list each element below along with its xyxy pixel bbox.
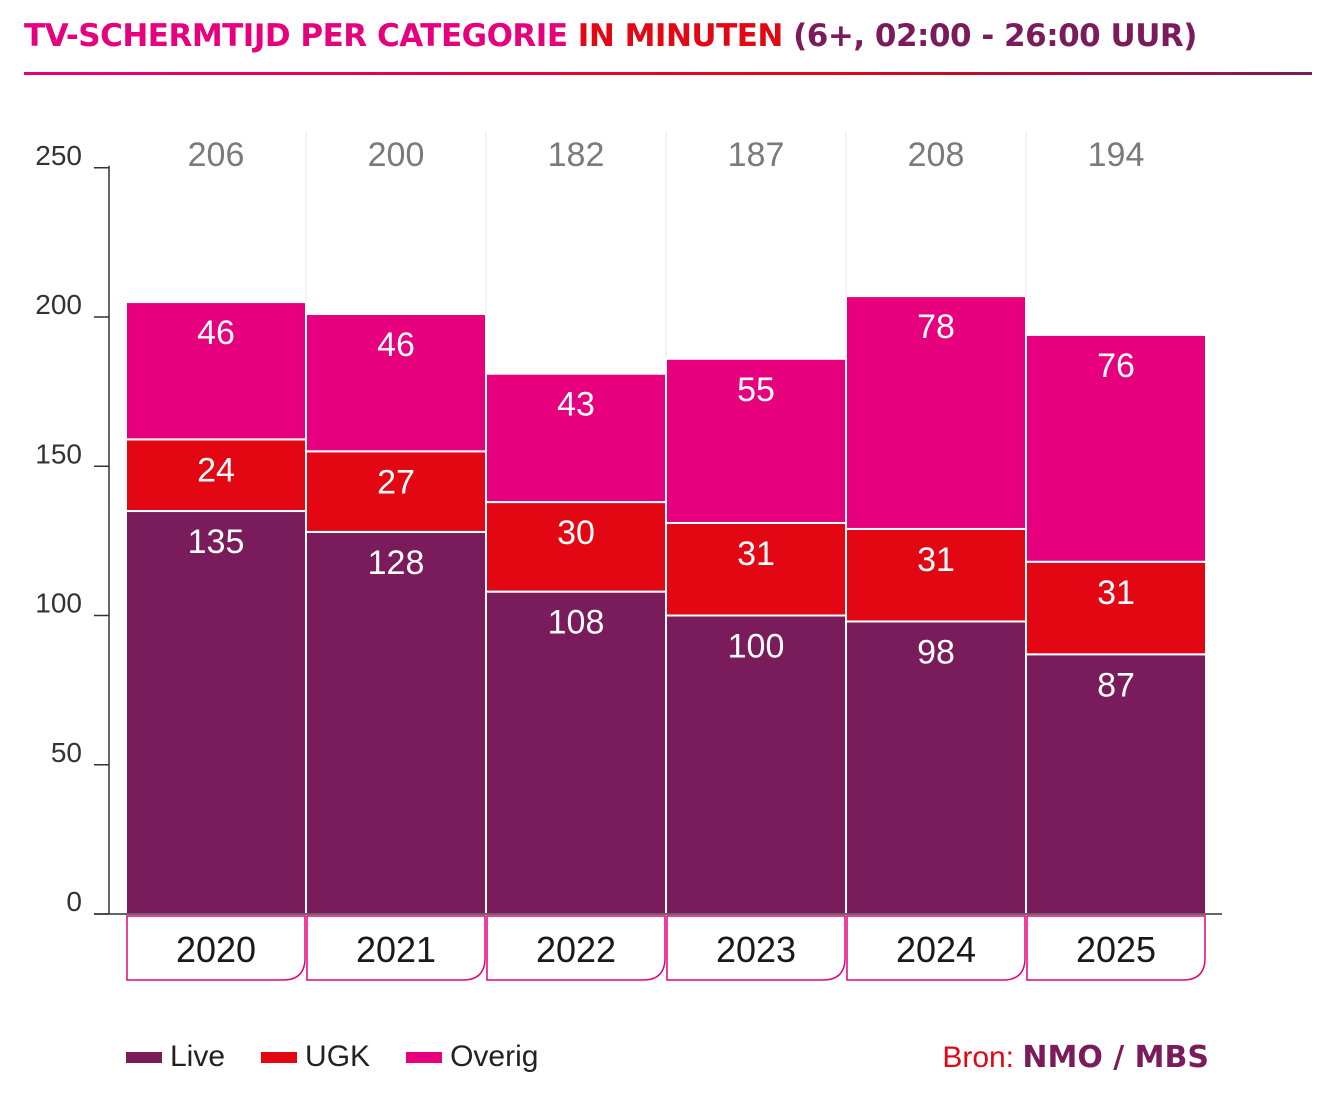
year-label-box (306, 915, 486, 981)
y-tick-label: 150 (35, 438, 82, 469)
data-label-overig: 46 (197, 314, 235, 352)
year-label-box (666, 915, 846, 981)
legend-item-overig: Overig (406, 1040, 538, 1074)
y-tick-label: 50 (51, 737, 82, 768)
chart-title: TV-SCHERMTIJD PER CATEGORIE IN MINUTEN (… (24, 18, 1314, 54)
bar-segment-live (845, 620, 1027, 915)
data-label-live: 135 (188, 523, 245, 561)
year-label-box (126, 915, 306, 981)
source-value: NMO / MBS (1022, 1040, 1209, 1075)
data-label-ugk: 31 (737, 535, 775, 573)
title-part-3: (6+, 02:00 - 26:00 UUR) (793, 18, 1197, 54)
source-label: Bron: (942, 1041, 1023, 1074)
data-label-ugk: 31 (917, 541, 955, 579)
title-part-1: TV-SCHERMTIJD PER CATEGORIE (24, 18, 578, 54)
legend-swatch-ugk (261, 1051, 298, 1063)
data-label-overig: 78 (917, 308, 955, 346)
total-label: 200 (368, 136, 425, 174)
year-label-box (1026, 915, 1206, 981)
legend-item-ugk: UGK (261, 1040, 370, 1074)
data-label-live: 87 (1097, 666, 1135, 704)
title-underline (24, 72, 1312, 75)
y-tick-label: 250 (35, 140, 82, 171)
x-tick-label: 2022 (536, 929, 616, 970)
total-label: 182 (548, 136, 605, 174)
bar-segment-live (125, 510, 307, 915)
data-label-live: 100 (728, 628, 785, 666)
legend-label-ugk: UGK (305, 1040, 371, 1073)
total-label: 194 (1088, 136, 1145, 174)
data-label-overig: 55 (737, 371, 775, 409)
y-tick-label: 0 (66, 886, 82, 917)
data-label-ugk: 27 (377, 463, 415, 501)
bar-segment-overig (305, 313, 487, 453)
x-tick-label: 2023 (716, 929, 796, 970)
data-label-live: 108 (548, 604, 605, 642)
bar-segment-overig (125, 301, 307, 441)
data-label-overig: 46 (377, 326, 415, 364)
x-tick-label: 2020 (176, 929, 256, 970)
x-tick-label: 2024 (896, 929, 976, 970)
legend-item-live: Live (126, 1040, 225, 1074)
year-label-box (486, 915, 666, 981)
year-label-box (846, 915, 1026, 981)
legend-label-overig: Overig (450, 1040, 539, 1073)
bar-segment-ugk (1025, 560, 1207, 656)
data-label-ugk: 30 (557, 514, 595, 552)
data-label-overig: 43 (557, 386, 595, 424)
total-label: 208 (908, 136, 965, 174)
x-tick-label: 2025 (1076, 929, 1156, 970)
bar-segment-ugk (485, 501, 667, 593)
y-tick-label: 100 (35, 588, 82, 619)
bar-segment-ugk (665, 521, 847, 617)
data-label-live: 98 (917, 633, 955, 671)
bar-segment-overig (665, 357, 847, 524)
data-label-overig: 76 (1097, 347, 1135, 385)
data-label-ugk: 31 (1097, 574, 1135, 612)
y-tick-label: 200 (35, 289, 82, 320)
bar-segment-overig (1025, 333, 1207, 563)
legend-label-live: Live (170, 1040, 226, 1073)
legend: Live UGK Overig (126, 1040, 538, 1074)
total-label: 187 (728, 136, 785, 174)
data-label-ugk: 24 (197, 451, 235, 489)
data-label-live: 128 (368, 544, 425, 582)
total-label: 206 (188, 136, 245, 174)
bar-segment-live (665, 614, 847, 915)
bar-segment-live (305, 530, 487, 915)
title-part-2: IN MINUTEN (577, 18, 794, 54)
source-note: Bron: NMO / MBS (942, 1040, 1209, 1075)
legend-swatch-live (126, 1051, 162, 1063)
x-tick-label: 2021 (356, 929, 436, 970)
legend-swatch-overig (406, 1051, 443, 1063)
bar-segment-live (485, 590, 667, 915)
